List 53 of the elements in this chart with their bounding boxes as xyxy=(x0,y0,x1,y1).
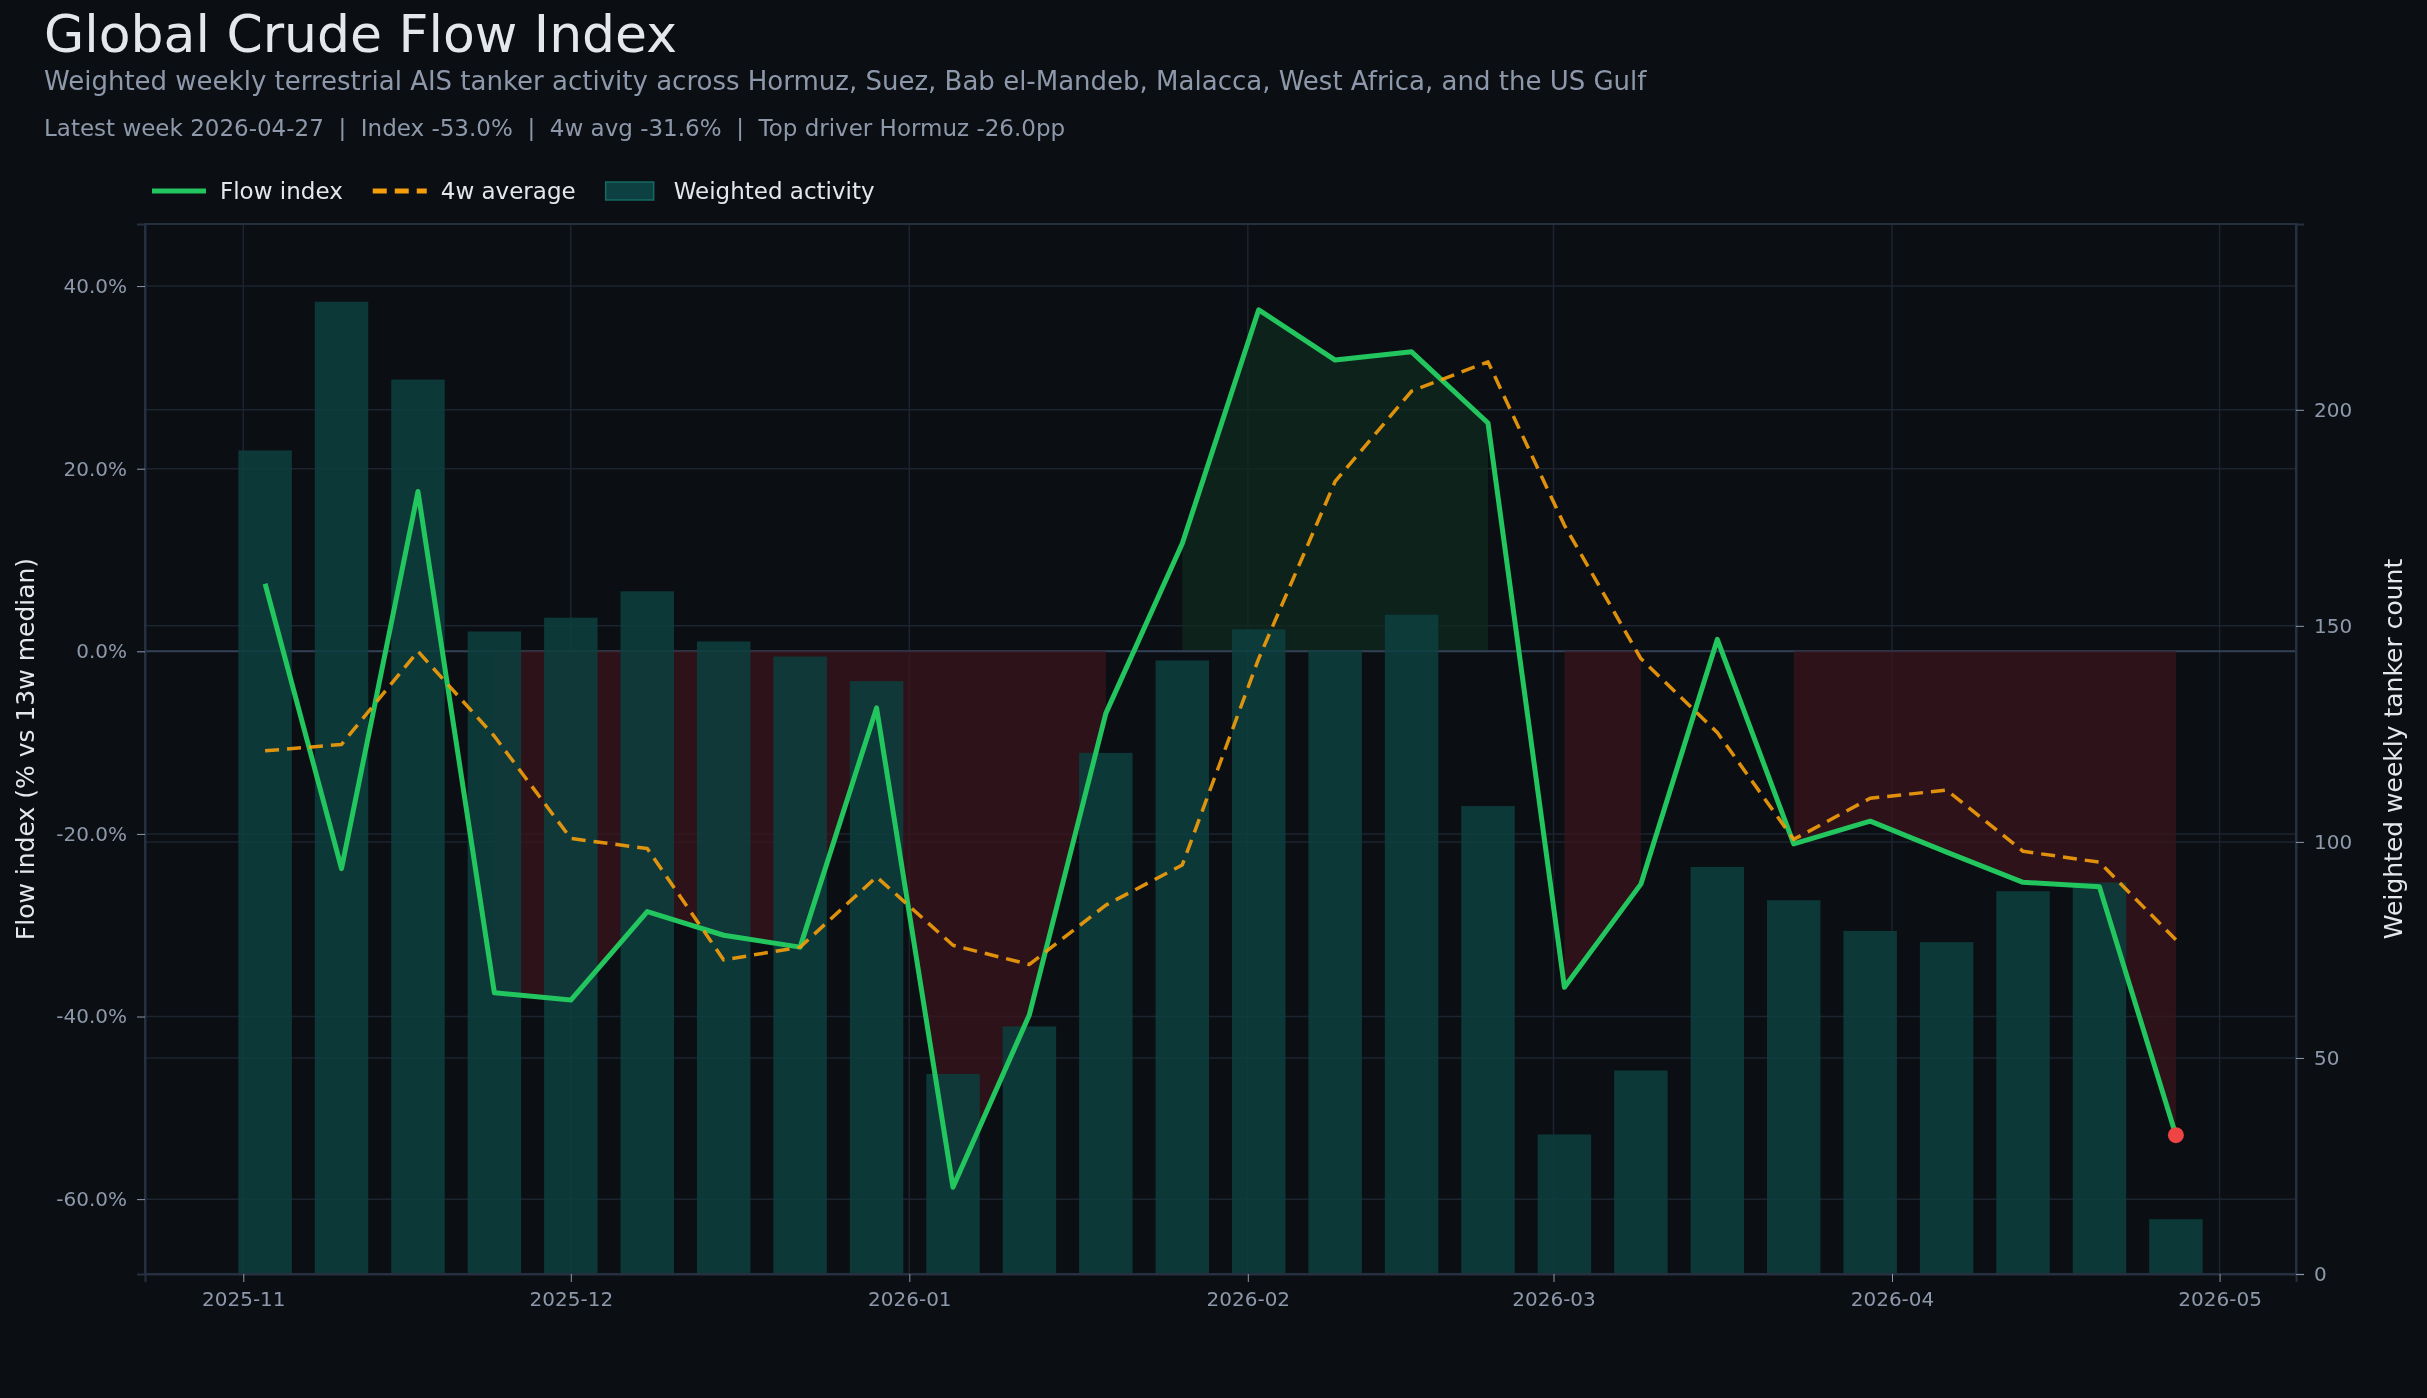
bar xyxy=(926,1073,980,1274)
bar xyxy=(1690,866,1745,1274)
y-tick-label: -60.0% xyxy=(56,1187,127,1212)
text: Latest week 2026-04-27 | Index -53.0% | 4w avg -31.6% | Top driver Hormuz -26.0pp xyxy=(44,115,1066,141)
legend-label: Flow index xyxy=(220,178,343,204)
chart-title: Global Crude Flow Index xyxy=(44,4,677,64)
y2-tick-label: 150 xyxy=(2314,613,2353,638)
bar xyxy=(1461,806,1515,1274)
y2-tick-label: 100 xyxy=(2314,829,2353,854)
bar xyxy=(1002,1026,1057,1274)
y-tick-label: -20.0% xyxy=(56,821,127,846)
x-tick-label: 2026-03 xyxy=(1512,1287,1596,1312)
line-series xyxy=(263,360,2178,967)
bar xyxy=(544,617,598,1274)
x-tick-label: 2026-05 xyxy=(2178,1287,2262,1312)
legend-label: 4w average xyxy=(440,178,576,204)
y-tick-label: 40.0% xyxy=(63,273,127,298)
bar xyxy=(1614,1070,1668,1274)
x-tick-label: 2026-04 xyxy=(1850,1287,1935,1312)
bar xyxy=(696,641,751,1274)
y2-tick-label: 200 xyxy=(2314,397,2353,422)
y-tick-label: 20.0% xyxy=(63,456,127,481)
bar xyxy=(1766,900,1821,1274)
x-tick-label: 2026-02 xyxy=(1206,1287,1291,1312)
legend-label: Weighted activity xyxy=(673,178,875,204)
y2-tick-label: 0 xyxy=(2314,1261,2327,1286)
bar xyxy=(620,591,675,1274)
bar xyxy=(1919,942,1974,1274)
bar xyxy=(773,656,827,1274)
y-tick-label: 0.0% xyxy=(76,639,127,664)
y2-axis-title: Weighted weekly tanker count xyxy=(2379,558,2408,940)
bar xyxy=(1155,660,1210,1274)
x-tick-label: 2025-12 xyxy=(529,1287,614,1312)
bar xyxy=(2149,1219,2203,1274)
bar xyxy=(391,379,445,1274)
bar xyxy=(467,631,522,1274)
bar xyxy=(1231,629,1286,1274)
chart-subtitle: Weighted weekly terrestrial AIS tanker activity across Hormuz, Suez, Bab el-Mandeb, Malacca, West Africa, and the US Gulf xyxy=(44,66,1648,96)
y2-tick-label: 50 xyxy=(2314,1045,2340,1070)
y-axis-title: Flow index (% vs 13w median) xyxy=(11,557,40,941)
bar xyxy=(2072,882,2127,1274)
y-tick-label: -40.0% xyxy=(56,1004,127,1029)
bar xyxy=(1079,752,1133,1274)
bar xyxy=(1308,650,1362,1274)
bar xyxy=(1537,1134,1592,1274)
bar xyxy=(849,681,904,1274)
bar xyxy=(1384,614,1439,1274)
bar xyxy=(1996,891,2050,1274)
x-tick-label: 2025-11 xyxy=(201,1287,286,1312)
x-tick-label: 2026-01 xyxy=(868,1287,952,1312)
bar xyxy=(1843,930,1897,1274)
bar xyxy=(238,450,292,1274)
bar xyxy=(314,301,369,1274)
